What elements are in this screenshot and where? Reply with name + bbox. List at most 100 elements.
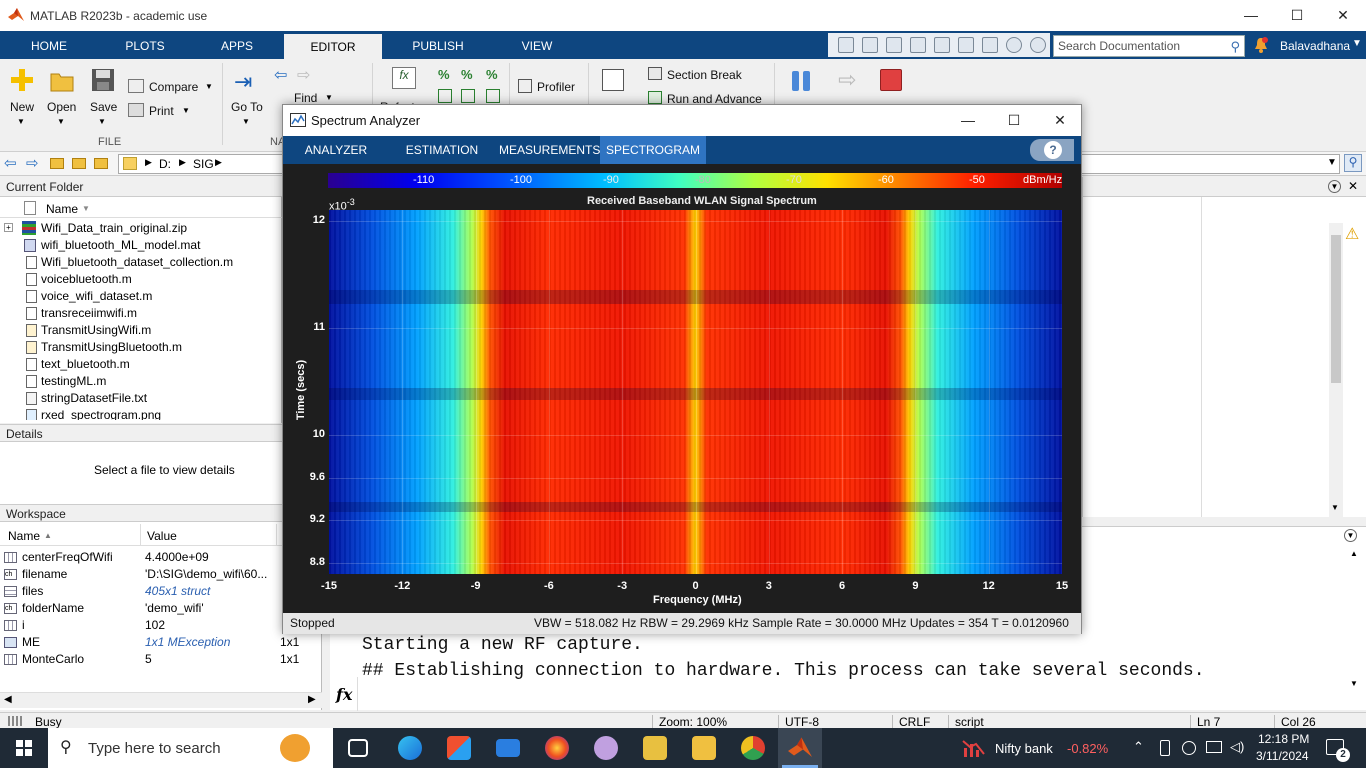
scroll-down-icon[interactable]: ▼	[1331, 503, 1339, 512]
matlab-taskbar-icon[interactable]	[788, 736, 812, 760]
path-segment[interactable]: SIG	[193, 157, 214, 171]
refresh-folder-icon[interactable]	[94, 158, 108, 169]
list-item[interactable]: wifi_bluetooth_ML_model.mat	[0, 237, 282, 254]
list-item[interactable]: voicebluetooth.m	[0, 271, 282, 288]
file-name[interactable]: Wifi_Data_train_original.zip	[41, 221, 188, 235]
notification-center-icon[interactable]	[1326, 739, 1344, 755]
clock-time[interactable]: 12:18 PM	[1258, 732, 1310, 746]
back-arrow-icon[interactable]: ⇦	[4, 155, 17, 172]
search-icon[interactable]: ⚲	[1230, 39, 1240, 54]
chevron-down-icon[interactable]: ▼	[57, 117, 65, 126]
chrome-icon[interactable]	[741, 736, 765, 760]
table-row[interactable]: ch folderName 'demo_wifi'	[0, 600, 322, 617]
go-to-button[interactable]: Go To	[231, 100, 263, 114]
file-explorer-icon[interactable]	[692, 736, 716, 760]
maximize-button[interactable]: ☐	[1007, 112, 1021, 128]
microsoft-store-icon[interactable]	[447, 736, 471, 760]
chevron-down-icon[interactable]: ▼	[17, 117, 25, 126]
file-name[interactable]: voicebluetooth.m	[41, 272, 132, 286]
minimize-button[interactable]: —	[961, 112, 975, 128]
list-item[interactable]: transreceiimwifi.m	[0, 305, 282, 322]
file-name[interactable]: Wifi_bluetooth_dataset_collection.m	[41, 255, 234, 269]
name-column-header[interactable]: Name	[46, 202, 79, 216]
sort-icon[interactable]: ▼	[82, 204, 90, 213]
table-row[interactable]: centerFreqOfWifi 4.4000e+09	[0, 549, 322, 566]
clock-date[interactable]: 3/11/2024	[1256, 749, 1309, 763]
tab-view[interactable]: VIEW	[521, 39, 553, 53]
indent-icon[interactable]	[438, 89, 452, 103]
wrap-comments-icon[interactable]: %	[486, 67, 498, 82]
tab-measurements[interactable]: MEASUREMENTS	[499, 143, 601, 157]
decrease-indent-icon[interactable]	[486, 89, 500, 103]
list-item[interactable]: TransmitUsingBluetooth.m	[0, 339, 282, 356]
list-item[interactable]: text_bluetooth.m	[0, 356, 282, 373]
expand-icon[interactable]: +	[4, 223, 13, 232]
tab-analyzer[interactable]: ANALYZER	[304, 143, 368, 157]
forward-arrow-icon[interactable]: ⇨	[26, 155, 39, 172]
section-break-button[interactable]: Section Break	[667, 68, 742, 82]
variable-name[interactable]: i	[22, 618, 25, 632]
chevron-down-icon[interactable]: ▼	[325, 93, 333, 102]
minimize-button[interactable]: —	[1244, 7, 1258, 23]
copy-icon[interactable]	[886, 37, 902, 53]
snipping-tool-icon[interactable]	[594, 736, 618, 760]
list-item[interactable]: testingML.m	[0, 373, 282, 390]
variable-name[interactable]: folderName	[22, 601, 85, 615]
tab-spectrogram[interactable]: SPECTROGRAM	[600, 136, 706, 164]
sort-up-icon[interactable]: ▲	[44, 531, 52, 540]
help-icon[interactable]	[1006, 37, 1022, 53]
usb-device-icon[interactable]	[1160, 740, 1170, 756]
increase-indent-icon[interactable]	[461, 89, 475, 103]
command-window-menu-icon[interactable]: ▼	[1344, 529, 1357, 542]
variable-name[interactable]: centerFreqOfWifi	[22, 550, 113, 564]
save-button[interactable]: Save	[90, 100, 118, 114]
path-segment[interactable]: D:	[159, 157, 171, 171]
media-player-icon[interactable]	[643, 736, 667, 760]
save-icon[interactable]	[838, 37, 854, 53]
horizontal-scrollbar[interactable]: ◀ ▶	[0, 692, 322, 708]
name-column-header[interactable]: Name	[8, 529, 41, 543]
scroll-right-icon[interactable]: ▶	[308, 694, 316, 705]
table-row[interactable]: ME 1x1 MException 1x1	[0, 634, 322, 651]
editor-menu-icon[interactable]: ▼	[1328, 180, 1341, 193]
stock-name[interactable]: Nifty bank	[995, 741, 1053, 756]
list-item[interactable]: rxed_spectrogram.png	[0, 407, 282, 420]
notification-bell-icon[interactable]	[1253, 37, 1269, 53]
list-item[interactable]: stringDatasetFile.txt	[0, 390, 282, 407]
profiler-button[interactable]: Profiler	[537, 80, 576, 94]
scroll-down-icon[interactable]: ▼	[1350, 679, 1358, 688]
stop-icon[interactable]	[880, 69, 902, 91]
vertical-scrollbar[interactable]: ▲ ▼	[1348, 547, 1362, 697]
help-button[interactable]: ?	[1030, 139, 1074, 161]
file-name[interactable]: wifi_bluetooth_ML_model.mat	[41, 238, 201, 252]
chevron-down-icon[interactable]: ▼	[1352, 38, 1362, 49]
open-button[interactable]: Open	[47, 100, 77, 114]
task-view-icon[interactable]	[348, 739, 368, 757]
scroll-left-icon[interactable]: ◀	[4, 694, 12, 705]
camera-icon[interactable]	[1182, 741, 1196, 755]
file-name[interactable]: stringDatasetFile.txt	[41, 391, 148, 405]
edge-browser-icon[interactable]	[398, 736, 422, 760]
variable-name[interactable]: ME	[22, 635, 40, 649]
file-name[interactable]: transreceiimwifi.m	[41, 306, 138, 320]
volume-icon[interactable]: ◁)	[1230, 739, 1245, 754]
chevron-down-icon[interactable]: ▼	[182, 106, 190, 115]
pause-icon[interactable]	[792, 71, 799, 91]
close-icon[interactable]: ✕	[1348, 179, 1359, 193]
list-item[interactable]: + Wifi_Data_train_original.zip	[0, 220, 282, 237]
quick-access-menu-icon[interactable]	[1030, 37, 1046, 53]
search-input[interactable]: Search Documentation	[1058, 39, 1181, 53]
chevron-down-icon[interactable]: ▼	[98, 117, 106, 126]
up-folder-icon[interactable]	[50, 158, 64, 169]
variable-name[interactable]: filename	[22, 567, 68, 581]
new-button[interactable]: New	[10, 100, 35, 114]
tab-editor[interactable]: EDITOR	[284, 34, 382, 59]
search-documentation[interactable]: Search Documentation ⚲	[1053, 35, 1245, 57]
firefox-icon[interactable]	[545, 736, 569, 760]
chevron-down-icon[interactable]: ▼	[205, 82, 213, 91]
run-and-advance-button[interactable]: Run and Advance	[667, 92, 762, 106]
tab-publish[interactable]: PUBLISH	[412, 39, 464, 53]
cut-icon[interactable]	[862, 37, 878, 53]
tab-home[interactable]: HOME	[31, 39, 67, 53]
value-column-header[interactable]: Value	[147, 529, 177, 543]
